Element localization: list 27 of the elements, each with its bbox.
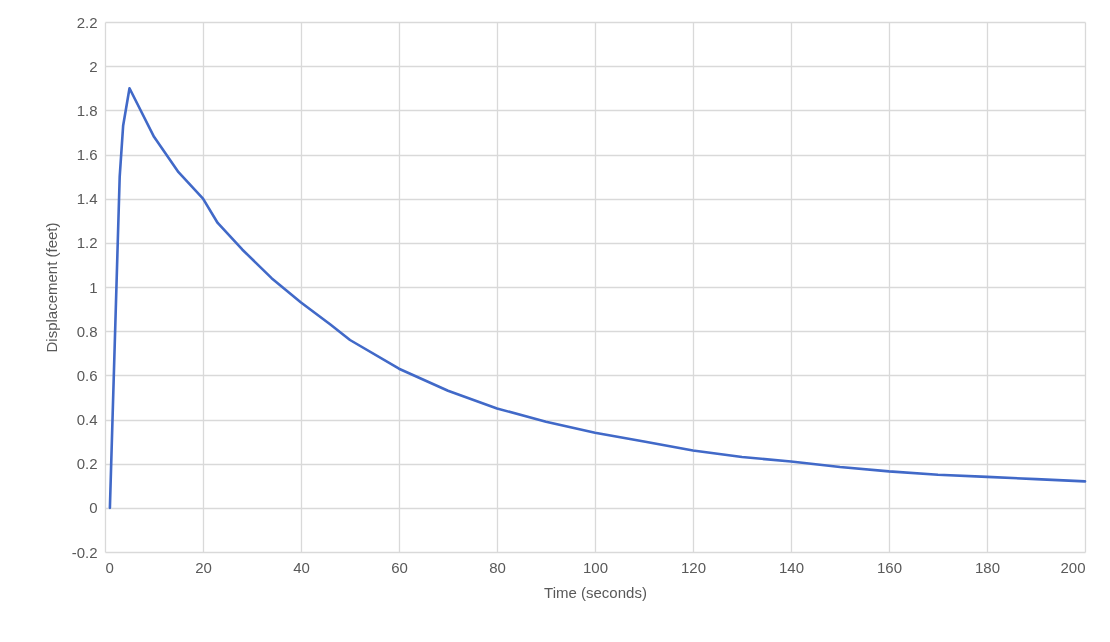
y-axis-title: Displacement (feet) [42,222,60,353]
y-tick-label: 1.8 [76,101,98,119]
y-tick-label: 0.8 [76,322,98,340]
x-tick-label: 100 [582,558,609,576]
x-tick-label: 180 [974,558,1001,576]
x-tick-label: 20 [195,558,212,576]
y-tick-label: 1 [89,278,98,296]
x-tick-label: 60 [391,558,408,576]
y-tick-label: 2 [89,57,98,75]
x-tick-label: 140 [778,558,805,576]
line-series [108,86,1087,510]
x-tick-label: 160 [876,558,903,576]
x-tick-label: 0 [105,558,114,576]
x-tick-label: 200 [1060,558,1086,576]
x-tick-label: 40 [293,558,310,576]
y-tick-label: 1.6 [76,146,98,163]
y-tick-label: 1.2 [76,234,98,252]
y-tick-label: 2.2 [76,13,98,31]
y-tick-label: 1.4 [76,190,98,208]
x-tick-label: 120 [680,558,707,576]
x-axis-title: Time (seconds) [544,583,647,601]
y-tick-label: 0.2 [76,455,98,473]
y-tick-label: 0.4 [76,411,98,428]
y-tick-label: 0.6 [76,366,98,384]
y-tick-label: -0.2 [71,543,98,561]
y-tick-label: 0 [89,499,98,517]
x-tick-label: 80 [489,558,506,576]
